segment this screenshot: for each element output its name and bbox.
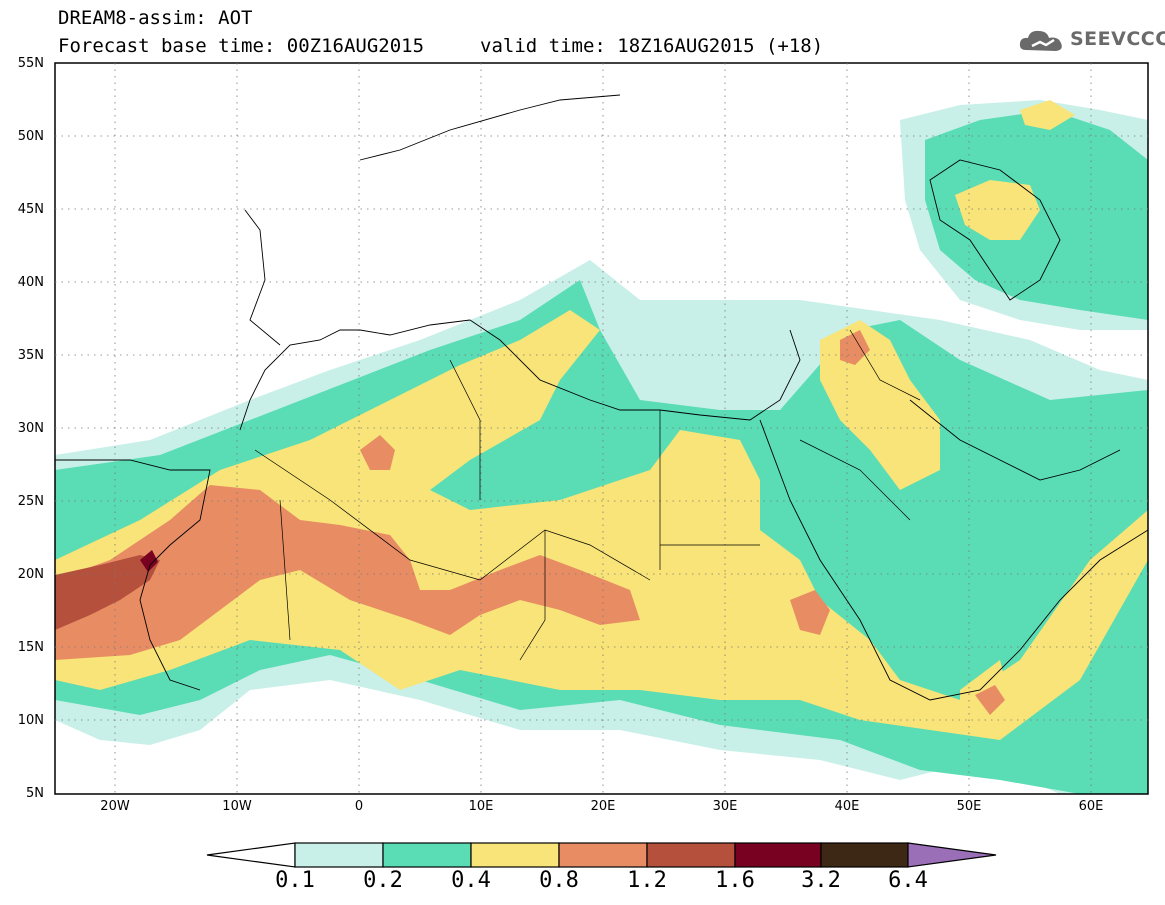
lat-label: 10N [17, 713, 44, 728]
aot-contour-0.8-cell3 [840, 330, 870, 365]
colorbar [206, 842, 997, 868]
title-product: DREAM8-assim: AOT [58, 7, 253, 29]
map-gridlines [55, 63, 1148, 794]
aot-contour-0.4-north [1020, 100, 1075, 130]
colorbar-label: 1.6 [715, 868, 755, 893]
colorbar-label: 0.2 [363, 868, 403, 893]
map-frame [54, 62, 1149, 795]
lon-label: 40E [834, 799, 860, 814]
aot-contour-0.4-caspian [955, 180, 1040, 240]
map-borders [254, 329, 921, 661]
colorbar-segment [820, 842, 909, 868]
colorbar-segment [382, 842, 472, 868]
lon-label: 20W [100, 799, 130, 814]
lon-label: 10W [222, 799, 252, 814]
aot-field [55, 100, 1148, 794]
title-base-time: Forecast base time: 00Z16AUG2015 [58, 35, 425, 57]
aot-contour-0.4 [55, 310, 1148, 740]
colorbar-min-arrow [206, 842, 296, 868]
lat-label: 50N [17, 129, 44, 144]
lat-label: 20N [17, 567, 44, 582]
colorbar-segment [734, 842, 822, 868]
logo-text: SEEVCCC [1070, 28, 1165, 50]
lat-label: 25N [17, 494, 44, 509]
aot-contour-0.8 [55, 485, 640, 660]
aot-contour-0.8-cell1 [360, 435, 395, 470]
colorbar-label: 0.8 [539, 868, 579, 893]
lat-label: 45N [17, 202, 44, 217]
colorbar-segment [558, 842, 648, 868]
lon-label: 20E [590, 799, 616, 814]
title-valid-time: valid time: 18Z16AUG2015 (+18) [480, 35, 824, 57]
seevccc-logo: SEEVCCC [1018, 26, 1165, 56]
colorbar-segment [646, 842, 736, 868]
lon-label: 60E [1078, 799, 1104, 814]
aot-contour-0.8-cell2 [790, 590, 830, 635]
colorbar-label: 6.4 [888, 868, 928, 893]
colorbar-label: 0.4 [451, 868, 491, 893]
lat-label: 5N [26, 786, 44, 801]
lat-label: 30N [17, 421, 44, 436]
lat-label: 35N [17, 348, 44, 363]
aot-contour-0.8-cell4 [975, 685, 1005, 715]
lon-label: 30E [712, 799, 738, 814]
colorbar-segment [294, 842, 384, 868]
lat-label: 40N [17, 275, 44, 290]
colorbar-segment [470, 842, 560, 868]
lon-label: 10E [468, 799, 494, 814]
lat-label: 55N [17, 56, 44, 71]
cloud-icon [1019, 30, 1062, 51]
lon-label: 0 [354, 799, 364, 814]
colorbar-max-arrow [907, 842, 997, 868]
colorbar-label: 0.1 [275, 868, 315, 893]
aot-contour-1.6 [140, 550, 158, 572]
colorbar-label: 3.2 [801, 868, 841, 893]
lon-label: 50E [956, 799, 982, 814]
lat-label: 15N [17, 640, 44, 655]
colorbar-label: 1.2 [627, 868, 667, 893]
